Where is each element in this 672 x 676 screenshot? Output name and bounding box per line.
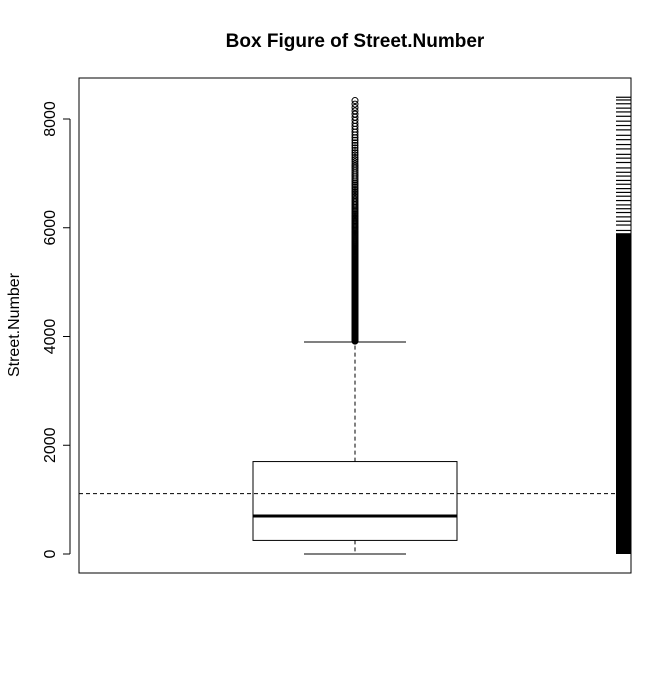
outlier-point bbox=[351, 141, 359, 149]
outlier-point bbox=[351, 153, 359, 161]
y-tick-label: 8000 bbox=[42, 101, 59, 137]
y-tick-label: 2000 bbox=[42, 427, 59, 463]
y-tick-label: 4000 bbox=[42, 319, 59, 355]
interquartile-box bbox=[252, 461, 458, 541]
chart-title: Box Figure of Street.Number bbox=[226, 31, 485, 52]
y-tick-label: 6000 bbox=[42, 210, 59, 246]
rug-dense-block bbox=[616, 233, 631, 554]
outlier-point bbox=[351, 160, 359, 168]
outlier-point bbox=[351, 103, 359, 111]
outlier-point bbox=[351, 100, 359, 108]
outlier-point bbox=[351, 134, 359, 142]
outlier-point bbox=[351, 149, 359, 157]
outlier-point bbox=[351, 107, 359, 115]
outlier-point bbox=[351, 139, 359, 147]
outlier-point bbox=[351, 144, 359, 152]
outlier-point bbox=[351, 110, 359, 118]
outlier-point bbox=[351, 136, 359, 144]
outlier-point bbox=[351, 156, 359, 164]
outlier-point bbox=[351, 151, 359, 159]
outlier-point bbox=[351, 146, 359, 154]
y-tick-label: 0 bbox=[42, 549, 59, 558]
y-axis-label: Street.Number bbox=[6, 272, 23, 377]
outlier-point bbox=[351, 97, 359, 105]
chart-marks: 0 2000 4000 6000 8000 bbox=[42, 96, 631, 558]
outlier-point bbox=[351, 158, 359, 166]
